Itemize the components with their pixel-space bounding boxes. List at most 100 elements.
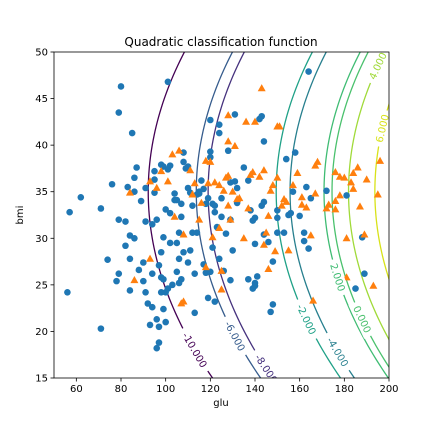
data-point-class-1: [146, 177, 155, 185]
data-point-class-0: [227, 276, 234, 284]
data-point-class-0: [265, 238, 272, 246]
y-axis-label: bmi: [15, 206, 26, 225]
data-point-class-1: [230, 141, 239, 150]
contour-line: [331, 52, 389, 369]
data-point-class-0: [153, 216, 161, 223]
data-point-class-0: [352, 285, 359, 292]
data-point-class-0: [142, 289, 149, 296]
data-point-class-1: [224, 171, 233, 179]
data-point-class-0: [215, 121, 223, 128]
data-point-class-1: [349, 168, 358, 177]
data-point-class-0: [171, 190, 178, 197]
contour-line: [374, 102, 389, 282]
data-point-class-1: [239, 234, 248, 242]
data-point-class-0: [180, 149, 187, 156]
data-point-class-0: [218, 213, 225, 221]
contour-label-background: [364, 52, 389, 86]
data-point-class-1: [259, 240, 268, 248]
data-point-class-1: [369, 281, 378, 289]
data-point-class-1: [244, 204, 253, 212]
data-point-class-1: [349, 184, 358, 192]
data-point-class-0: [133, 164, 140, 171]
data-point-class-1: [266, 186, 275, 194]
data-point-class-0: [115, 216, 123, 223]
data-point-class-0: [173, 239, 181, 247]
x-tick-label: 80: [115, 384, 128, 395]
contour-line: [275, 52, 342, 378]
data-point-class-0: [204, 294, 212, 302]
data-point-class-0: [191, 309, 198, 317]
data-point-class-1: [224, 111, 233, 119]
data-point-class-1: [273, 173, 282, 181]
data-point-class-0: [189, 202, 196, 209]
data-point-class-0: [231, 111, 239, 118]
data-point-class-1: [215, 180, 224, 189]
data-point-class-1: [224, 137, 233, 145]
data-point-class-0: [178, 213, 185, 221]
data-point-class-0: [211, 298, 219, 305]
data-point-class-1: [297, 193, 306, 201]
data-point-class-0: [124, 183, 131, 191]
data-point-class-1: [376, 156, 385, 164]
x-tick-label: 140: [245, 384, 264, 395]
data-point-class-0: [361, 270, 368, 277]
x-tick-label: 200: [379, 384, 398, 395]
data-point-class-0: [233, 184, 241, 192]
data-point-class-1: [264, 264, 273, 272]
data-point-class-0: [122, 242, 129, 250]
y-tick-label: 30: [35, 234, 48, 245]
data-point-class-0: [215, 129, 223, 137]
data-point-class-0: [209, 244, 216, 251]
data-point-class-0: [128, 129, 136, 137]
data-point-class-0: [269, 301, 277, 308]
data-point-class-0: [178, 200, 185, 208]
data-point-class-1: [228, 187, 237, 195]
data-point-class-1: [259, 166, 268, 174]
contour-label-background: [291, 297, 322, 342]
data-point-class-1: [309, 296, 318, 304]
data-point-class-0: [166, 162, 174, 169]
data-point-class-0: [126, 287, 134, 294]
data-point-class-0: [115, 270, 123, 277]
data-point-class-0: [251, 214, 259, 222]
data-point-class-0: [122, 218, 129, 225]
data-point-class-0: [305, 245, 312, 252]
x-tick-label: 160: [290, 384, 309, 395]
data-point-class-1: [264, 211, 273, 219]
data-point-class-1: [226, 215, 235, 223]
data-point-class-0: [267, 308, 274, 316]
data-point-class-0: [274, 207, 281, 214]
data-point-class-0: [222, 230, 230, 237]
data-point-class-0: [260, 198, 268, 206]
data-point-class-1: [186, 166, 195, 174]
data-point-class-0: [115, 109, 123, 116]
data-point-class-0: [300, 229, 308, 236]
data-point-class-1: [197, 198, 206, 206]
data-point-class-1: [146, 254, 155, 262]
data-point-class-1: [311, 161, 320, 169]
data-point-class-1: [340, 173, 349, 181]
data-point-class-0: [180, 248, 187, 256]
data-point-class-0: [291, 149, 299, 156]
data-point-class-0: [153, 344, 161, 352]
data-point-class-0: [166, 209, 174, 217]
data-point-class-0: [198, 177, 205, 184]
data-point-class-0: [186, 247, 194, 254]
data-point-class-0: [137, 197, 145, 205]
data-point-class-0: [191, 270, 198, 277]
data-point-class-1: [208, 233, 217, 241]
data-point-class-0: [169, 281, 176, 289]
data-point-class-1: [293, 168, 302, 177]
x-tick-label: 100: [156, 384, 175, 395]
data-point-class-1: [204, 179, 213, 187]
data-point-class-1: [302, 203, 311, 211]
data-point-class-1: [248, 167, 257, 176]
data-point-class-0: [108, 180, 116, 188]
data-point-class-0: [148, 303, 156, 311]
data-point-class-0: [155, 262, 163, 269]
data-point-class-0: [280, 229, 288, 236]
data-point-class-0: [142, 184, 149, 192]
contour-line: [347, 52, 389, 341]
data-point-class-1: [217, 285, 226, 293]
y-tick-label: 35: [35, 187, 48, 198]
